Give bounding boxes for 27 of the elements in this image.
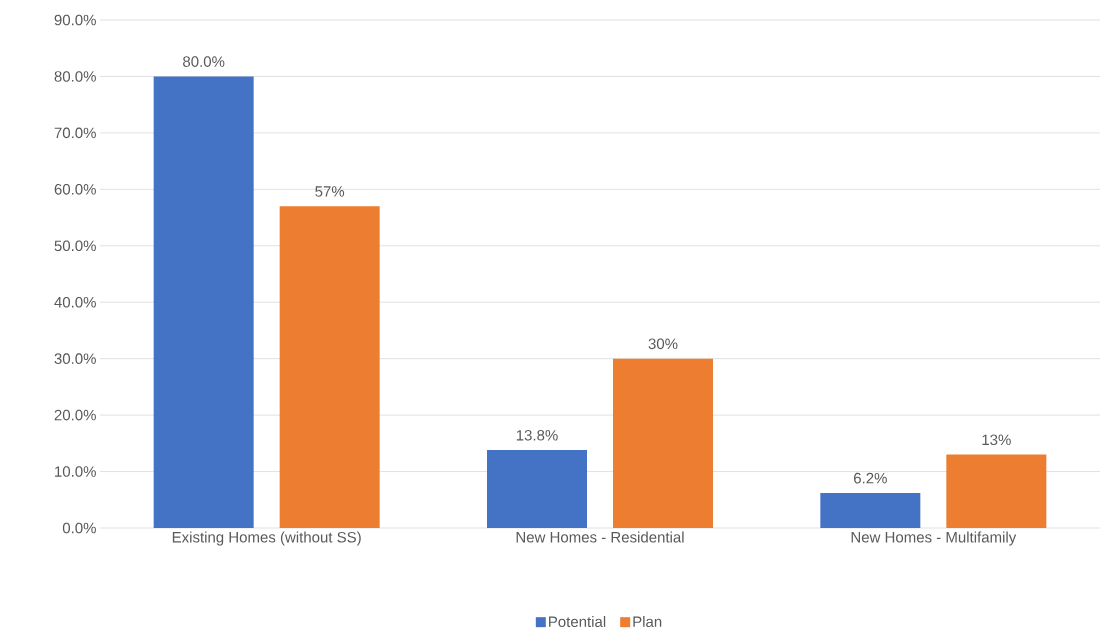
bar (946, 454, 1047, 528)
x-tick-label: New Homes - Multifamily (851, 531, 1017, 546)
bar (820, 493, 921, 528)
y-tick-label: 40.0% (54, 296, 96, 308)
y-tick-label: 30.0% (54, 353, 96, 364)
legend-label: Plan (633, 615, 662, 628)
y-tick-label: 20.0% (54, 409, 96, 421)
data-label: 6.2% (854, 472, 887, 484)
x-tick-label: New Homes - Residential (516, 531, 684, 543)
y-tick-label: 70.0% (54, 127, 96, 139)
bar (613, 358, 713, 528)
data-label: 30% (648, 338, 678, 350)
legend-label: Potential (549, 615, 606, 628)
bar (487, 450, 587, 528)
bar (279, 206, 380, 528)
y-tick-label: 80.0% (54, 71, 96, 82)
data-label: 57% (315, 186, 345, 197)
y-tick-label: 50.0% (54, 240, 96, 252)
x-tick-label: Existing Homes (without SS) (172, 531, 361, 546)
y-tick-label: 60.0% (54, 184, 96, 195)
y-tick-label: 0.0% (62, 522, 96, 534)
y-tick-label: 10.0% (55, 466, 96, 477)
y-tick-label: 90.0% (54, 14, 96, 26)
data-label: 13% (982, 434, 1011, 446)
data-label: 80.0% (183, 56, 225, 67)
data-label: 13.8% (516, 429, 558, 441)
bar (153, 76, 254, 528)
